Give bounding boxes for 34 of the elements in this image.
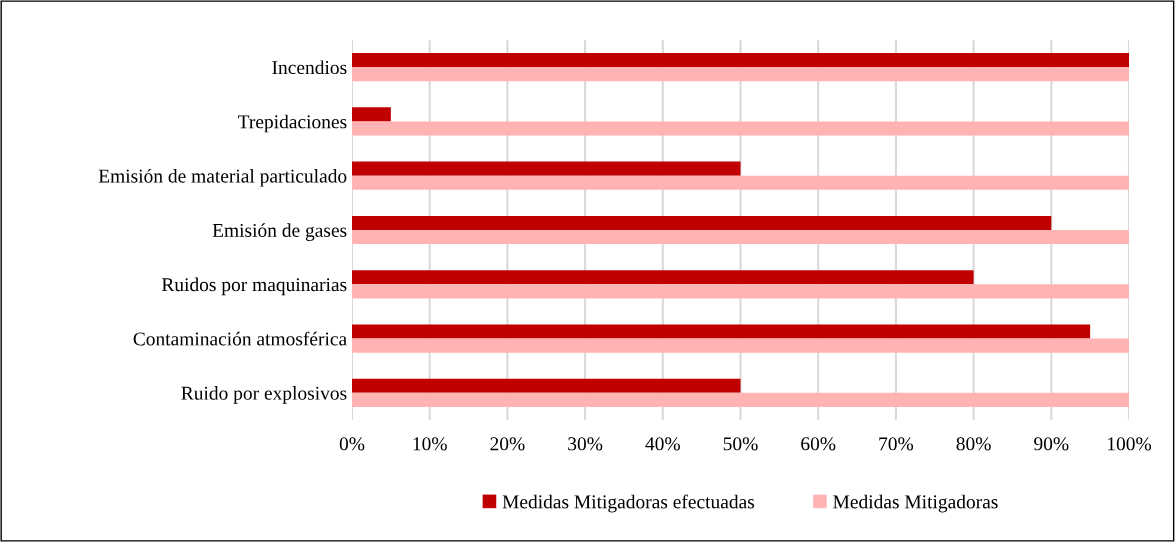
y-tick-label: Ruido por explosivos — [181, 386, 347, 404]
x-tick-label: 100% — [1108, 437, 1152, 451]
legend-label: Medidas Mitigadoras — [833, 494, 998, 513]
x-tick-label: 10% — [413, 437, 447, 451]
bar — [352, 284, 1129, 299]
x-tick-label: 20% — [490, 437, 525, 451]
y-tick-label: Trepidaciones — [238, 114, 347, 133]
bar — [352, 338, 1129, 353]
y-tick-label: Ruidos por maquinarias — [161, 277, 347, 296]
bar — [352, 107, 391, 122]
legend-label: Medidas Mitigadoras efectuadas — [502, 494, 755, 513]
y-tick-label: Emisión de material particulado — [98, 168, 347, 187]
bar — [352, 324, 1091, 339]
bar — [352, 378, 741, 393]
y-tick-label: Contaminación atmosférica — [133, 331, 347, 346]
y-tick-label: Incendios — [272, 60, 347, 75]
bar — [352, 53, 1129, 68]
bar — [352, 392, 1129, 407]
bar — [352, 121, 1129, 136]
bar — [352, 175, 1129, 190]
x-tick-label: 40% — [645, 437, 680, 451]
x-tick-label: 0% — [339, 437, 365, 451]
bar — [352, 215, 1052, 230]
y-tick-label: Emisión de gases — [212, 223, 347, 241]
x-tick-label: 50% — [723, 437, 758, 451]
x-tick-label: 70% — [879, 437, 914, 451]
bar — [352, 230, 1129, 245]
x-tick-label: 60% — [801, 437, 836, 451]
x-tick-label: 90% — [1034, 437, 1069, 451]
bar — [352, 161, 741, 176]
bar — [352, 67, 1129, 82]
x-tick-label: 30% — [568, 437, 603, 451]
bar — [352, 270, 974, 285]
x-tick-label: 80% — [956, 437, 991, 451]
